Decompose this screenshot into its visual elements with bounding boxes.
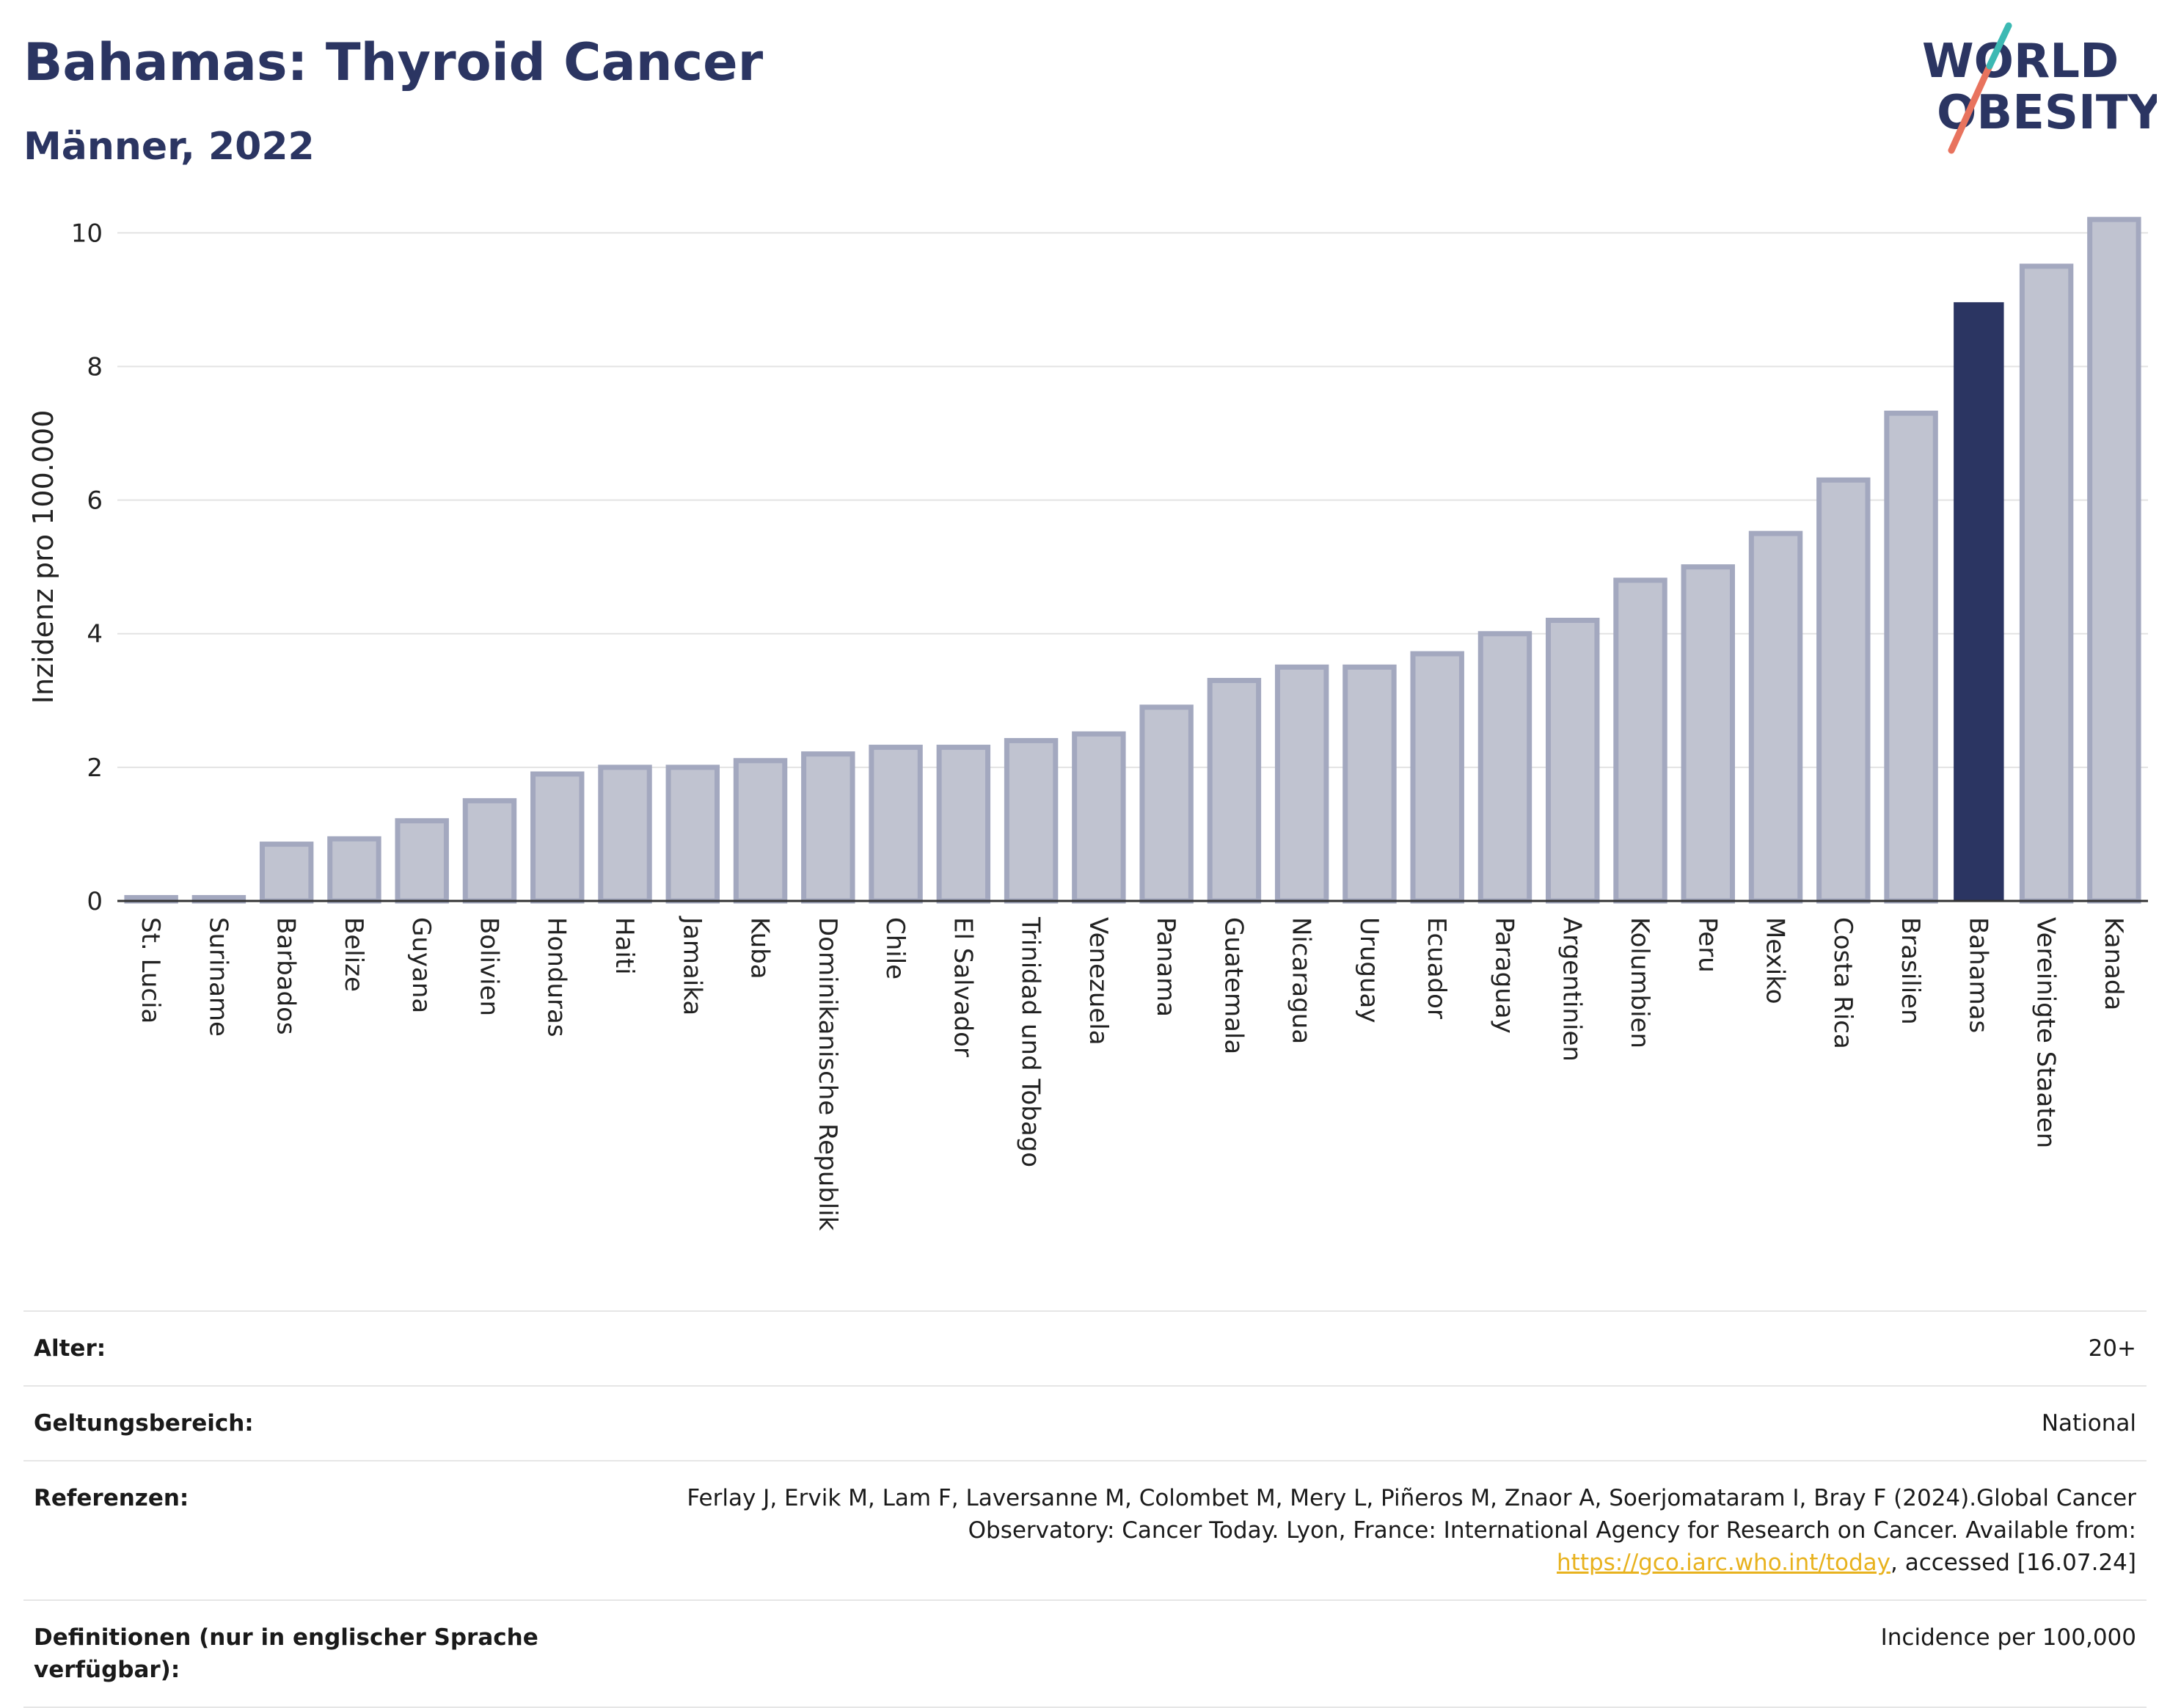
bar-belize	[327, 836, 381, 904]
age-value: 20+	[2088, 1335, 2136, 1362]
x-tick-label: Guatemala	[1219, 917, 1248, 1054]
x-tick-label: Chile	[880, 917, 910, 979]
logo-line1: WORLD	[1922, 34, 2119, 89]
x-tick-label: Dominikanische Republik	[813, 917, 842, 1231]
bar-trinidad-und-tobago	[1004, 737, 1059, 904]
world-obesity-logo: WORLD OBESITY	[1922, 22, 2157, 154]
x-tick-label: Trinidad und Tobago	[1016, 916, 1045, 1167]
bar-bolivien	[462, 798, 517, 904]
info-row-scope: Geltungsbereich: National	[23, 1385, 2147, 1460]
bar-chile	[869, 745, 923, 904]
x-tick-label: Guyana	[406, 917, 436, 1013]
bar-bahamas	[1954, 302, 2004, 902]
bar-costa-rica	[1816, 477, 1871, 904]
x-tick-label: Mexiko	[1761, 917, 1790, 1004]
scope-label: Geltungsbereich:	[34, 1410, 254, 1437]
x-tick-label: St. Lucia	[136, 917, 165, 1023]
bar-venezuela	[1072, 731, 1126, 904]
bar-barbados	[259, 842, 314, 904]
x-tick-label: Kanada	[2099, 917, 2128, 1010]
references-text: Ferlay J, Ervik M, Lam F, Laversanne M, …	[687, 1485, 2136, 1544]
x-tick-label: Honduras	[542, 917, 571, 1037]
x-tick-label: Venezuela	[1084, 917, 1113, 1045]
x-tick-label: Nicaragua	[1287, 917, 1316, 1044]
x-tick-label: Kuba	[745, 917, 775, 979]
x-tick-label: Jamaika	[677, 916, 706, 1015]
definitions-label: Definitionen (nur in englischer Sprache …	[34, 1624, 538, 1683]
info-row-definitions: Definitionen (nur in englischer Sprache …	[23, 1599, 2147, 1708]
x-tick-label: Panama	[1151, 917, 1180, 1017]
info-table: Alter: 20+ Geltungsbereich: National Ref…	[23, 1310, 2147, 1708]
x-tick-label: Costa Rica	[1828, 917, 1857, 1049]
bar-kuba	[733, 758, 788, 904]
y-tick-label: 6	[87, 486, 103, 516]
bar-el-salvador	[936, 745, 991, 904]
grid-lines	[117, 232, 2148, 768]
bar-brasilien	[1884, 410, 1938, 904]
definitions-value: Incidence per 100,000	[1880, 1624, 2136, 1651]
bar-mexiko	[1748, 530, 1803, 904]
bar-jamaika	[665, 764, 720, 904]
x-tick-label: Bahamas	[1963, 917, 1992, 1033]
x-tick-label: Bolivien	[474, 917, 503, 1016]
x-tick-label: Vereinigte Staaten	[2031, 917, 2061, 1148]
info-row-age: Alter: 20+	[23, 1310, 2147, 1385]
references-value: Ferlay J, Ervik M, Lam F, Laversanne M, …	[632, 1482, 2136, 1579]
bar-peru	[1681, 564, 1735, 904]
references-tail: , accessed [16.07.24]	[1890, 1550, 2136, 1576]
logo-slash-teal	[1986, 22, 2012, 70]
bar-honduras	[530, 771, 585, 904]
page-title: Bahamas: Thyroid Cancer	[23, 32, 764, 92]
bar-haiti	[598, 764, 652, 904]
x-tick-label: Suriname	[203, 917, 233, 1037]
y-axis-ticks: 0 2 4 6 8 10	[71, 219, 103, 916]
bar-ecuador	[1410, 651, 1464, 904]
age-label: Alter:	[34, 1335, 106, 1362]
x-tick-label: Belize	[339, 917, 368, 992]
references-label: Referenzen:	[34, 1485, 189, 1511]
bar-kanada	[2087, 216, 2141, 904]
y-tick-label: 2	[87, 753, 103, 783]
x-axis-labels: St. Lucia Suriname Barbados Belize Guyana Bol…	[136, 916, 2128, 1231]
bar-guyana	[395, 818, 449, 904]
page-subtitle: Männer, 2022	[23, 125, 315, 169]
bar-guatemala	[1207, 677, 1262, 904]
bar-kolumbien	[1613, 577, 1667, 904]
x-tick-label: Peru	[1692, 917, 1722, 973]
x-tick-label: Uruguay	[1354, 917, 1384, 1023]
x-tick-label: El Salvador	[948, 917, 977, 1057]
bar-nicaragua	[1274, 664, 1329, 904]
y-tick-label: 0	[87, 887, 103, 916]
bar-dominikanische-republik	[801, 751, 855, 904]
x-tick-label: Kolumbien	[1625, 917, 1654, 1048]
bar-vereinigte-staaten	[2019, 263, 2074, 904]
x-tick-label: Brasilien	[1896, 917, 1925, 1025]
bar-panama	[1139, 704, 1194, 904]
bars	[124, 216, 2141, 904]
x-tick-label: Paraguay	[1489, 917, 1519, 1034]
y-axis-title: Inzidenz pro 100.000	[27, 410, 59, 704]
y-tick-label: 10	[71, 219, 103, 248]
bar-uruguay	[1342, 664, 1397, 904]
info-row-references: Referenzen: Ferlay J, Ervik M, Lam F, La…	[23, 1460, 2147, 1599]
scope-value: National	[2041, 1410, 2136, 1437]
x-tick-label: Barbados	[271, 917, 301, 1035]
y-tick-label: 8	[87, 352, 103, 382]
bar-argentinien	[1546, 618, 1600, 904]
bar-paraguay	[1477, 631, 1532, 904]
x-tick-label: Argentinien	[1557, 917, 1587, 1062]
x-tick-label: Haiti	[610, 917, 639, 975]
x-tick-label: Ecuador	[1422, 917, 1451, 1019]
bar-chart: 0 2 4 6 8 10 St. Lucia Suriname Barbados Belize G…	[27, 216, 2148, 1231]
y-tick-label: 4	[87, 620, 103, 649]
logo-slash-red	[1948, 62, 1993, 154]
references-link[interactable]: https://gco.iarc.who.int/today	[1557, 1550, 1890, 1576]
